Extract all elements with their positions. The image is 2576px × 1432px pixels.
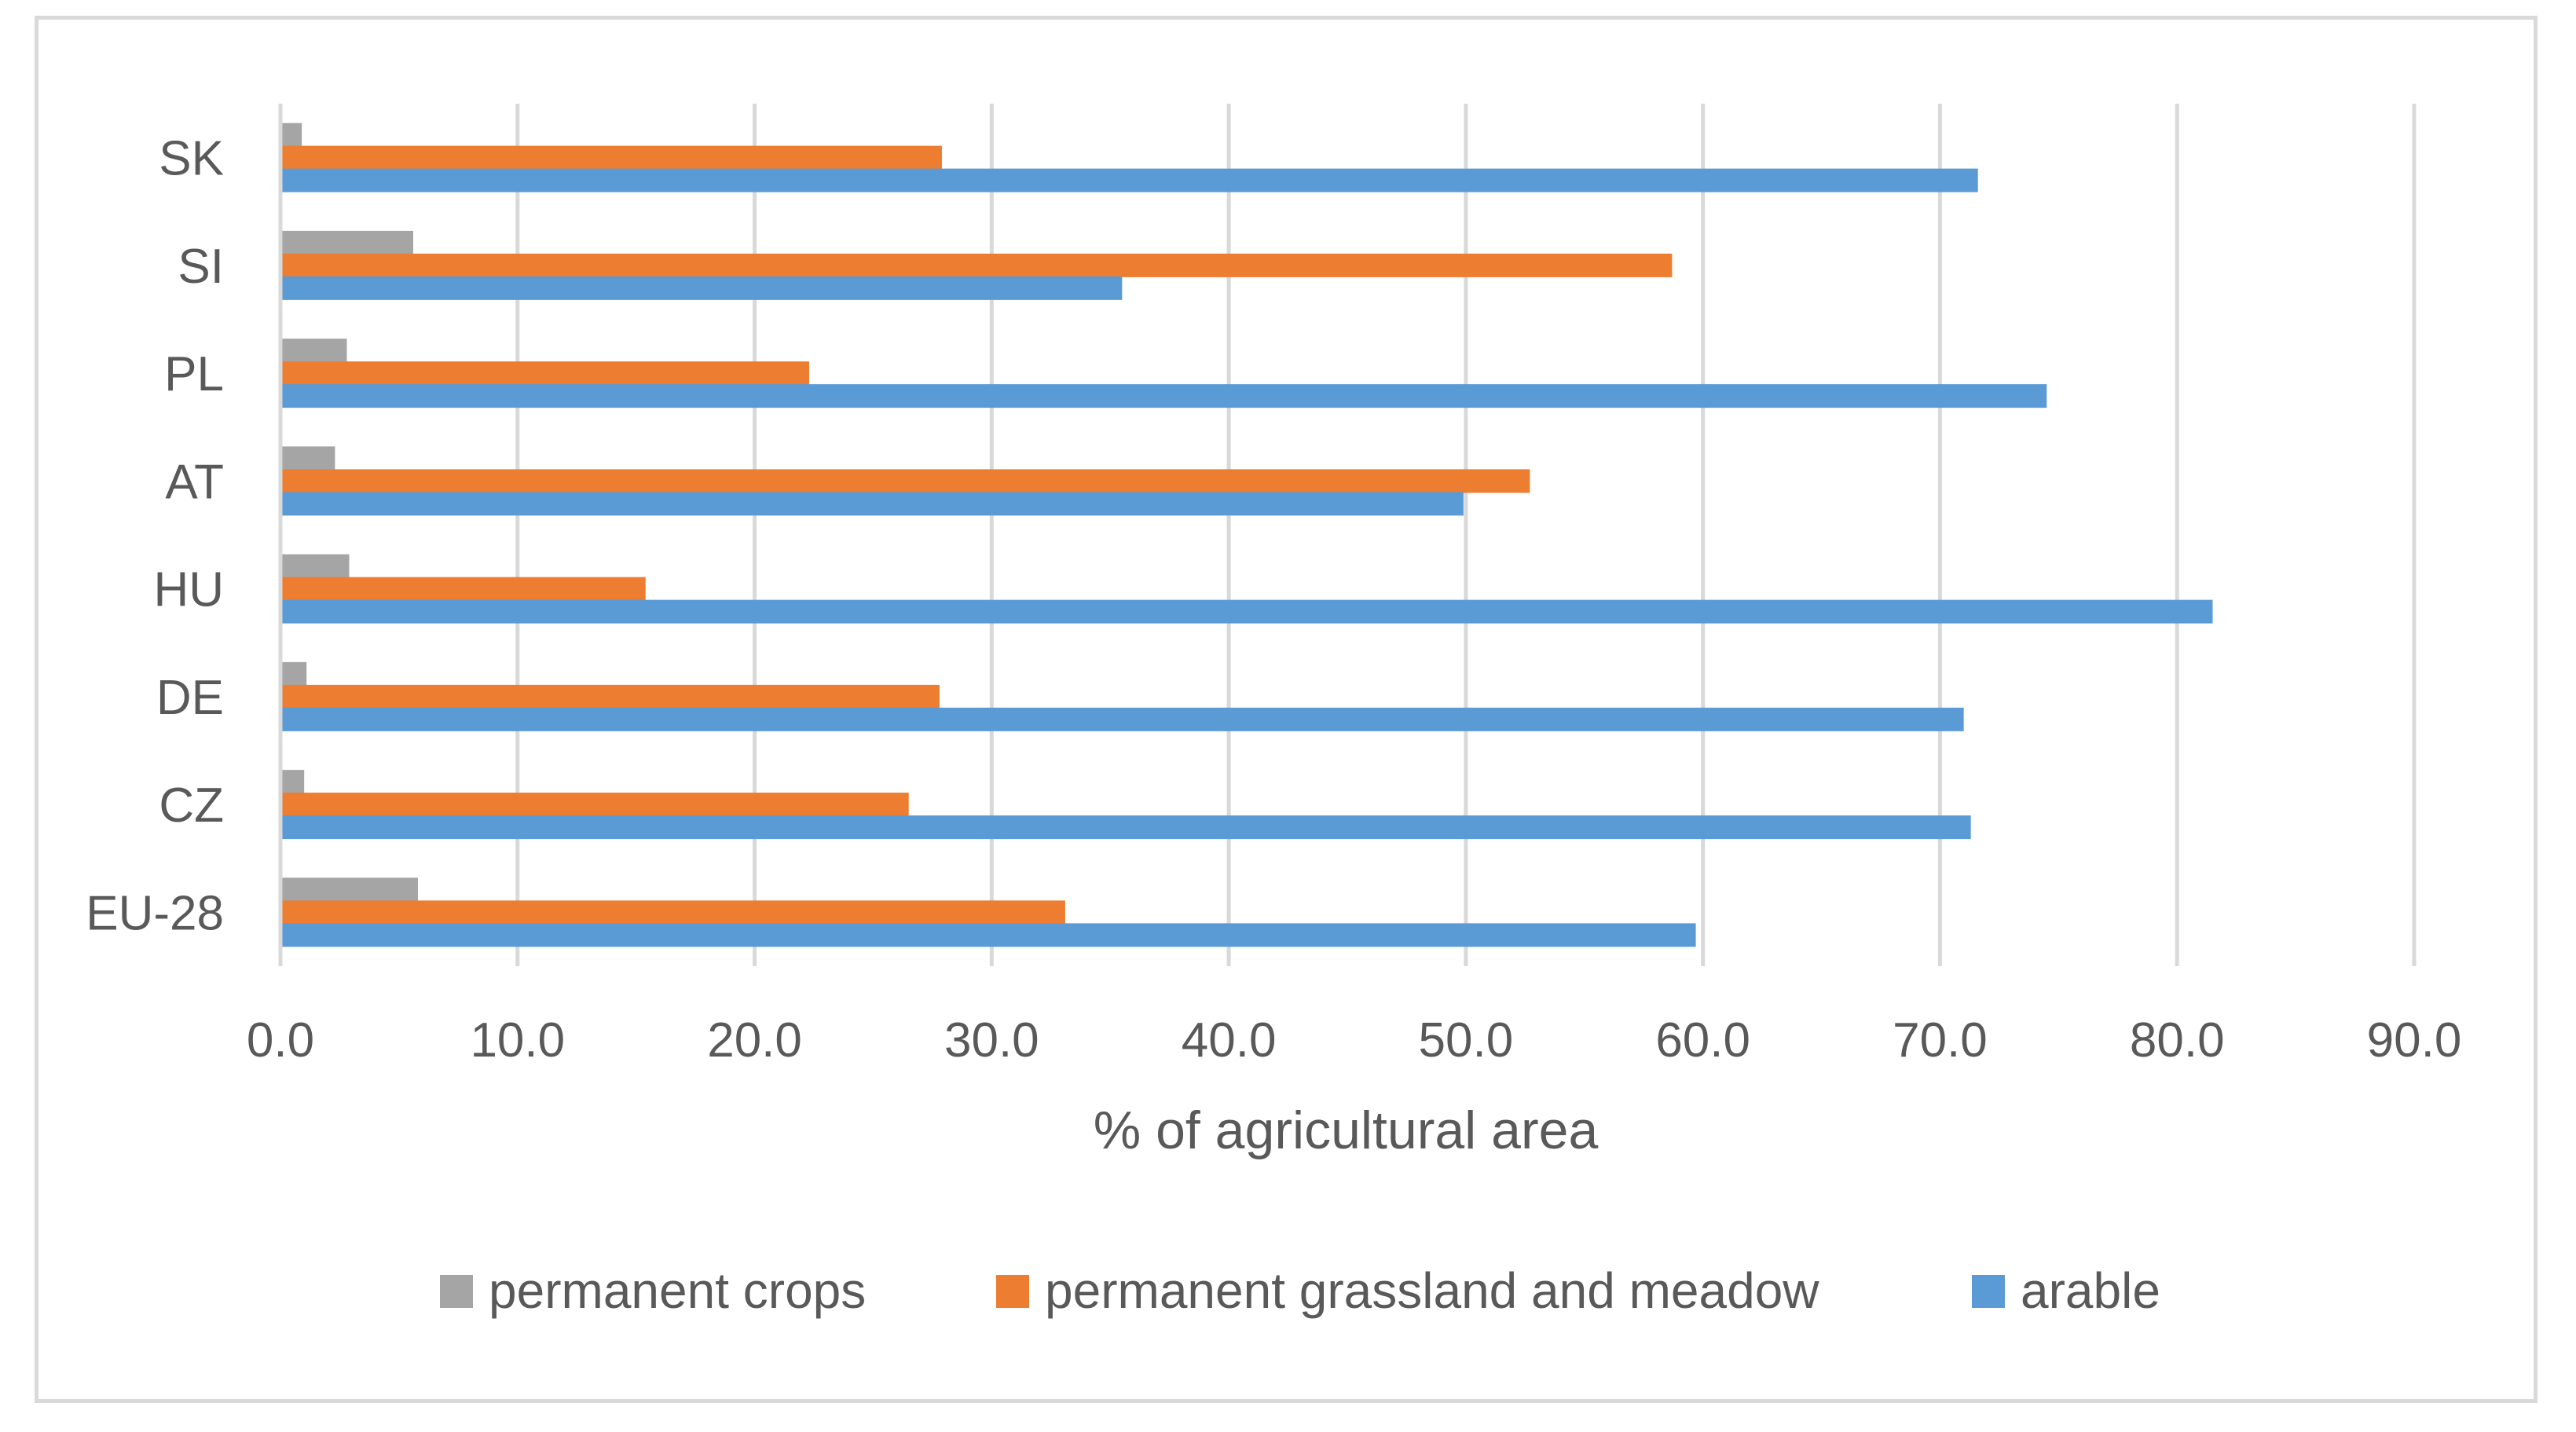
x-tick-label: 50.0 (1419, 1013, 1514, 1068)
bar-permanent-crops-eu-28[interactable] (280, 877, 419, 902)
x-axis-title: % of agricultural area (1094, 1101, 1599, 1160)
bar-permanent-grassland-and-meadow-eu-28[interactable] (280, 900, 1065, 925)
bar-arable-sk[interactable] (280, 168, 1978, 192)
legend-item-permanent-crops[interactable]: permanent crops (440, 1262, 866, 1319)
legend-swatch (440, 1275, 473, 1308)
y-category-label: DE (156, 671, 224, 725)
legend-swatch (1972, 1275, 2005, 1308)
bar-permanent-grassland-and-meadow-de[interactable] (280, 684, 940, 709)
legend-item-permanent-grassland-and-meadow[interactable]: permanent grassland and meadow (996, 1262, 1819, 1319)
bar-permanent-grassland-and-meadow-hu[interactable] (280, 577, 646, 601)
x-tick-label: 70.0 (1893, 1013, 1988, 1068)
x-tick-label: 40.0 (1182, 1013, 1277, 1068)
axes: 0.0 10.0 20.0 30.0 40.0 50.0 60.0 70.0 80.0 90.0 E… (86, 104, 2461, 1068)
bar-permanent-crops-cz[interactable] (280, 770, 305, 794)
bar-arable-pl[interactable] (280, 384, 2047, 408)
bar-permanent-crops-pl[interactable] (280, 339, 347, 363)
bar-arable-eu-28[interactable] (280, 923, 1696, 947)
y-category-label: HU (153, 563, 224, 617)
y-category-label: EU-28 (86, 886, 224, 940)
legend-item-arable[interactable]: arable (1972, 1262, 2160, 1319)
x-tick-label: 80.0 (2130, 1013, 2225, 1068)
bar-permanent-crops-sk[interactable] (280, 123, 302, 147)
x-tick-label: 30.0 (944, 1013, 1039, 1068)
bar-arable-at[interactable] (280, 492, 1464, 516)
x-tick-label: 20.0 (707, 1013, 802, 1068)
bar-permanent-grassland-and-meadow-si[interactable] (280, 253, 1673, 277)
x-tick-label: 60.0 (1655, 1013, 1750, 1068)
bar-permanent-grassland-and-meadow-at[interactable] (280, 469, 1530, 493)
y-category-label: PL (164, 347, 224, 401)
y-category-label: SK (159, 132, 224, 186)
legend-label: permanent crops (489, 1262, 866, 1319)
bar-permanent-crops-de[interactable] (280, 661, 307, 686)
bar-permanent-crops-si[interactable] (280, 230, 413, 255)
x-tick-label: 10.0 (470, 1013, 565, 1068)
legend[interactable]: permanent crops permanent grassland and m… (440, 1262, 2160, 1319)
bar-arable-hu[interactable] (280, 599, 2213, 624)
x-tick-label: 90.0 (2367, 1013, 2462, 1068)
bar-permanent-crops-hu[interactable] (280, 554, 350, 578)
bar-permanent-grassland-and-meadow-pl[interactable] (280, 361, 809, 386)
legend-label: permanent grassland and meadow (1045, 1262, 1819, 1319)
bar-permanent-grassland-and-meadow-cz[interactable] (280, 793, 909, 817)
legend-swatch (996, 1275, 1029, 1308)
bar-arable-cz[interactable] (280, 815, 1971, 840)
bars (280, 123, 2213, 947)
y-category-label: CZ (159, 778, 224, 833)
bar-permanent-grassland-and-meadow-sk[interactable] (280, 145, 942, 170)
y-category-label: AT (165, 455, 224, 509)
bar-arable-si[interactable] (280, 276, 1123, 300)
bar-arable-de[interactable] (280, 707, 1964, 731)
bar-permanent-crops-at[interactable] (280, 446, 335, 471)
legend-label: arable (2021, 1262, 2160, 1319)
x-tick-label: 0.0 (247, 1013, 314, 1068)
y-category-label: SI (178, 240, 224, 294)
